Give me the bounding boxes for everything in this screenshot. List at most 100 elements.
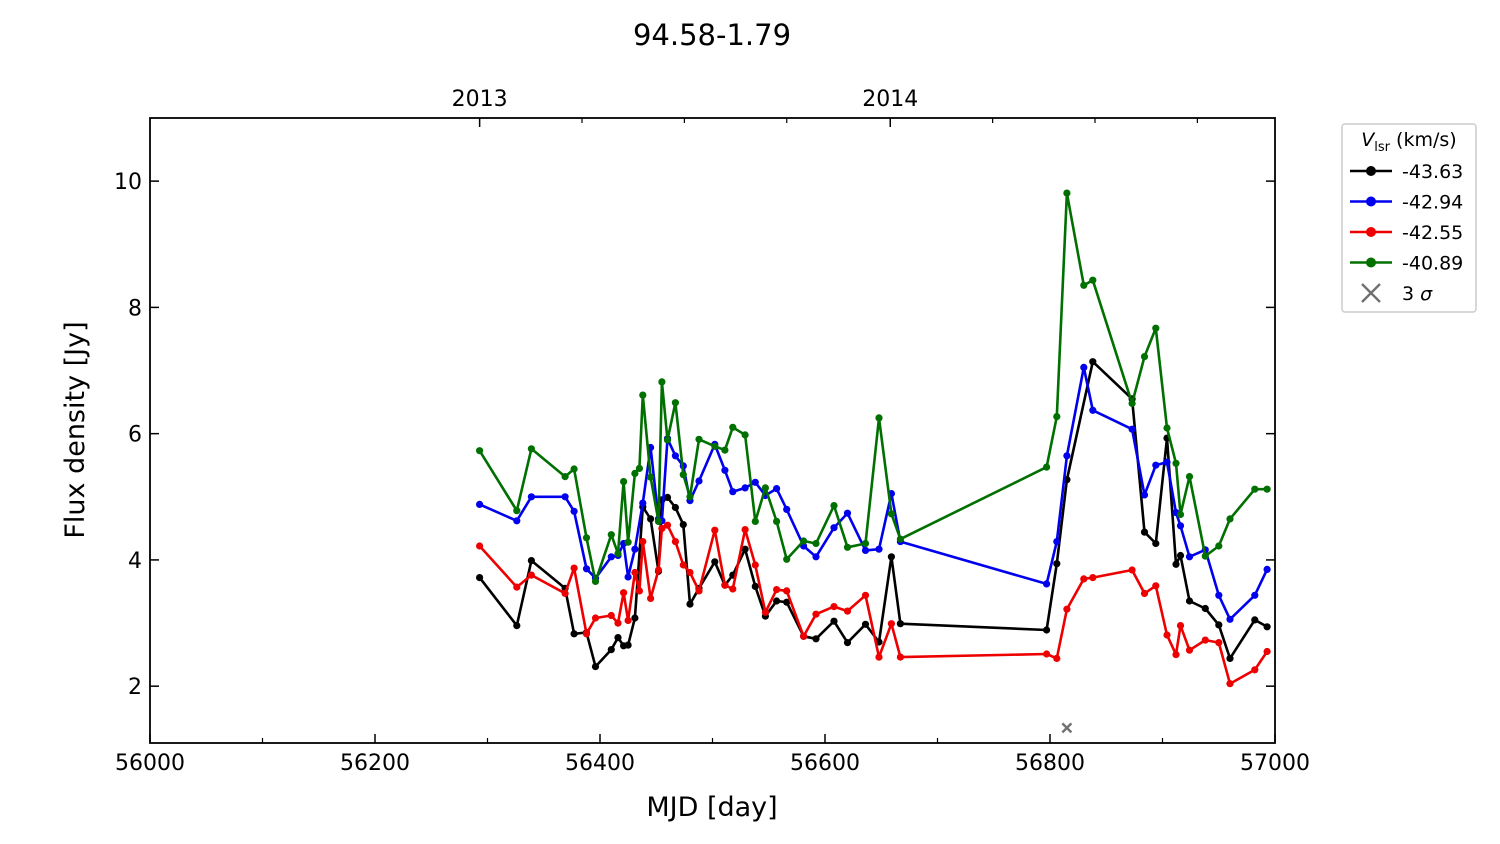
data-point xyxy=(1215,591,1223,599)
data-point xyxy=(624,641,632,649)
data-point xyxy=(1226,680,1234,688)
data-point xyxy=(1043,650,1051,658)
data-point xyxy=(711,442,719,450)
data-point xyxy=(671,452,680,460)
data-point xyxy=(1080,281,1088,289)
data-point xyxy=(773,586,781,594)
data-point xyxy=(1163,458,1171,466)
data-point xyxy=(476,574,484,582)
y-tick-label: 10 xyxy=(114,170,142,195)
data-point xyxy=(686,493,694,501)
data-point xyxy=(513,507,521,515)
data-point xyxy=(896,620,905,628)
data-point xyxy=(843,639,852,647)
data-point xyxy=(1172,651,1180,659)
legend-title-rest: (km/s) xyxy=(1390,129,1457,151)
data-point xyxy=(647,515,655,523)
y-axis-label: Flux density [Jy] xyxy=(60,321,91,538)
data-point xyxy=(1128,425,1136,433)
data-point xyxy=(751,582,759,591)
data-point xyxy=(582,534,591,542)
data-point xyxy=(1053,560,1061,568)
data-point xyxy=(1089,574,1097,582)
data-point xyxy=(671,399,680,407)
data-point xyxy=(1163,424,1171,432)
data-point xyxy=(800,632,808,640)
data-point xyxy=(647,473,655,481)
data-point xyxy=(830,603,838,611)
data-point xyxy=(607,646,615,654)
data-point xyxy=(896,653,905,661)
data-point xyxy=(729,585,737,593)
data-point xyxy=(783,598,791,606)
legend-label: -42.94 xyxy=(1402,192,1463,214)
series-0 xyxy=(476,358,1271,671)
data-point xyxy=(1152,461,1160,469)
data-point xyxy=(1089,276,1097,284)
legend-entry: -42.55 xyxy=(1350,222,1463,244)
plot-area: 56000 56200 56400 56600 56800 57000 2 4 6 8 10 20… xyxy=(114,87,1310,776)
data-point xyxy=(635,464,644,472)
data-point xyxy=(1043,626,1051,634)
sigma-layer xyxy=(1061,722,1073,734)
data-point xyxy=(570,630,578,638)
legend-label: -42.55 xyxy=(1402,222,1463,244)
data-point xyxy=(1185,553,1194,561)
data-point xyxy=(843,607,852,615)
data-point xyxy=(751,561,759,569)
data-point xyxy=(1152,539,1160,548)
data-point xyxy=(1053,654,1061,663)
data-point xyxy=(476,500,484,508)
data-point xyxy=(783,555,791,563)
data-point xyxy=(570,465,578,473)
data-point xyxy=(1140,353,1149,361)
data-point xyxy=(1140,491,1149,499)
data-point xyxy=(812,553,820,561)
data-point xyxy=(1226,515,1234,523)
data-point xyxy=(1215,542,1223,550)
data-point xyxy=(635,587,644,595)
legend-marker xyxy=(1366,196,1376,207)
data-point xyxy=(1201,604,1209,613)
data-point xyxy=(830,617,838,625)
series-line-0 xyxy=(478,360,1268,668)
legend-title: Vlsr (km/s) xyxy=(1361,129,1456,155)
data-point xyxy=(639,499,647,507)
data-point xyxy=(1140,589,1149,598)
data-point xyxy=(1172,459,1180,467)
data-point xyxy=(607,611,615,620)
legend-marker xyxy=(1366,227,1376,237)
data-point xyxy=(773,517,781,526)
data-point xyxy=(1263,623,1271,631)
x-tick-label: 56200 xyxy=(340,751,410,776)
data-point xyxy=(561,589,569,598)
data-point xyxy=(761,608,770,616)
legend-entry: -43.63 xyxy=(1350,161,1463,183)
data-point xyxy=(896,535,905,543)
data-point xyxy=(1152,324,1160,332)
data-point xyxy=(695,477,703,485)
series-line-3 xyxy=(478,191,1268,583)
data-point xyxy=(1080,363,1088,371)
x-tick-label: 56800 xyxy=(1015,751,1085,776)
data-point xyxy=(783,505,791,513)
legend-label-sigma: 3 σ xyxy=(1402,283,1433,305)
data-point xyxy=(607,531,615,539)
data-point xyxy=(624,616,632,625)
data-point xyxy=(1140,528,1149,536)
data-point xyxy=(830,502,838,510)
data-point xyxy=(620,478,628,486)
data-point xyxy=(561,473,569,481)
legend-title-main: V xyxy=(1361,129,1376,151)
data-point xyxy=(476,542,484,550)
data-point xyxy=(663,521,672,529)
data-point xyxy=(711,526,719,534)
data-point xyxy=(887,620,896,628)
data-point xyxy=(1176,522,1185,530)
data-point xyxy=(887,553,896,561)
x-axis-label: MJD [day] xyxy=(646,792,777,823)
data-point xyxy=(663,493,672,501)
data-point xyxy=(875,414,883,422)
data-point xyxy=(751,478,759,486)
